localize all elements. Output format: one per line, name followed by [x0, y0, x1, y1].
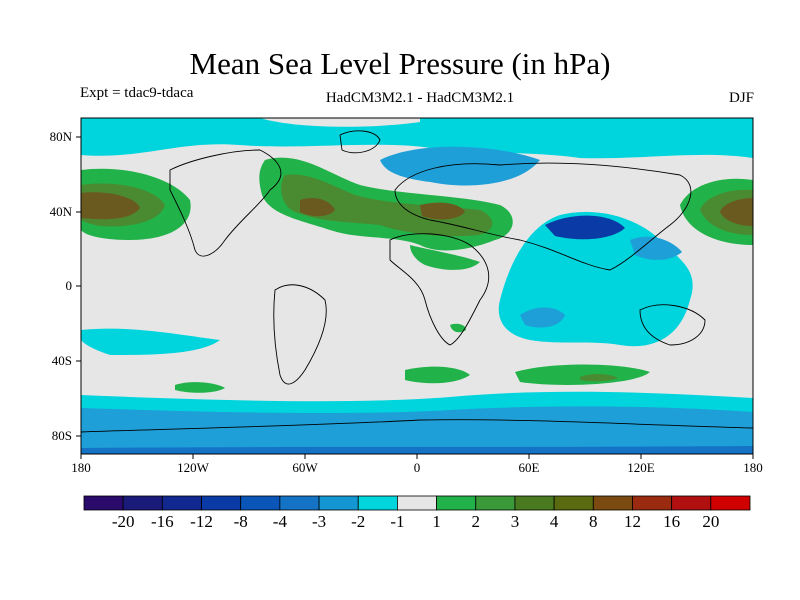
greenland-outline [339, 130, 381, 154]
s-atlantic-pos1 [405, 366, 470, 384]
colorbar-swatch [240, 495, 281, 511]
colorbar-label: -2 [351, 512, 366, 531]
n-pacific-pos3-west [81, 192, 140, 220]
colorbar-swatch [122, 495, 163, 511]
australia-outline [639, 304, 706, 346]
tibet-neg4 [545, 215, 625, 240]
colorbar-swatch [279, 495, 320, 511]
colorbar-swatch [436, 495, 477, 511]
atlantic-pos3 [300, 198, 335, 217]
colorbar-swatch [201, 495, 242, 511]
colorbar-swatch [592, 495, 633, 511]
colorbar-label: 20 [702, 512, 720, 531]
lat-label-40s: 40S [51, 353, 72, 368]
colorbar-label: 1 [432, 512, 441, 531]
africa-outline [389, 233, 490, 346]
south-america-outline [273, 284, 327, 385]
s-pacific-neg1 [81, 328, 220, 355]
season-label: DJF [728, 90, 754, 106]
southern-band-neg2 [81, 406, 753, 454]
colorbar-label: 8 [589, 512, 598, 531]
colorbar-label: 12 [623, 512, 641, 531]
colorbar-swatch [318, 495, 359, 511]
lat-label-40n: 40N [49, 204, 72, 219]
axis-ticks [76, 136, 754, 459]
s-indian-pos2 [580, 374, 618, 382]
s-pacific-pos1 [175, 382, 225, 393]
s-indian-pos1 [515, 364, 650, 385]
arctic-neg1 [81, 118, 753, 159]
lat-label-80s: 80S [51, 428, 72, 443]
colorbar-swatch [710, 495, 751, 511]
china-neg2 [630, 236, 682, 260]
model-label: HadCM3M2.1 - HadCM3M2.1 [325, 90, 515, 106]
colorbar-swatch [514, 495, 555, 511]
experiment-label: Expt = tdac9-tdaca [80, 85, 194, 101]
indian-ocean-neg2 [520, 307, 565, 328]
lon-label-180-west: 180 [71, 460, 91, 475]
n-pacific-pos3-east [720, 198, 753, 226]
colorbar-label: -1 [390, 512, 405, 531]
north-america-outline [169, 149, 282, 257]
pressure-field [81, 118, 753, 454]
mediterranean-pos3 [420, 202, 465, 220]
colorbar-label: -16 [151, 512, 174, 531]
colorbar-label: -8 [233, 512, 248, 531]
colorbar-label: 2 [471, 512, 481, 531]
sahara-pos1 [410, 245, 480, 270]
colorbar-label: -3 [311, 512, 327, 531]
colorbar-swatch [397, 495, 437, 511]
colorbar-label: 3 [510, 512, 520, 531]
lon-label-120e: 120E [627, 460, 655, 475]
colorbar-swatch [83, 495, 124, 511]
eurasia-outline [394, 162, 692, 271]
colorbar-swatch [357, 495, 398, 511]
coastlines [81, 130, 753, 433]
arctic-gap [260, 118, 420, 127]
colorbar-label: -12 [190, 512, 213, 531]
southern-band-neg3 [81, 446, 753, 454]
colorbar-swatch [671, 495, 712, 511]
lon-label-120w: 120W [177, 460, 209, 475]
atlantic-eurasia-pos2 [281, 174, 493, 237]
colorbar [83, 495, 751, 511]
lon-label-60w: 60W [292, 460, 318, 475]
antarctica-outline [81, 419, 753, 433]
colorbar-label: 16 [663, 512, 681, 531]
colorbar-swatch [553, 495, 594, 511]
colorbar-swatch [161, 495, 202, 511]
colorbar-swatch [632, 495, 673, 511]
lat-label-0: 0 [65, 278, 73, 293]
colorbar-label: -4 [272, 512, 287, 531]
lon-label-180-east: 180 [743, 460, 763, 475]
colorbar-label: 4 [549, 512, 559, 531]
map-title: Mean Sea Level Pressure (in hPa) [189, 46, 611, 81]
lon-label-60e: 60E [518, 460, 540, 475]
colorbar-label: -20 [111, 512, 135, 531]
siberia-neg2 [380, 146, 540, 186]
madagascar-pos1 [450, 323, 466, 333]
colorbar-swatch [475, 495, 516, 511]
lon-label-0: 0 [413, 460, 421, 475]
lat-label-80n: 80N [49, 129, 72, 144]
